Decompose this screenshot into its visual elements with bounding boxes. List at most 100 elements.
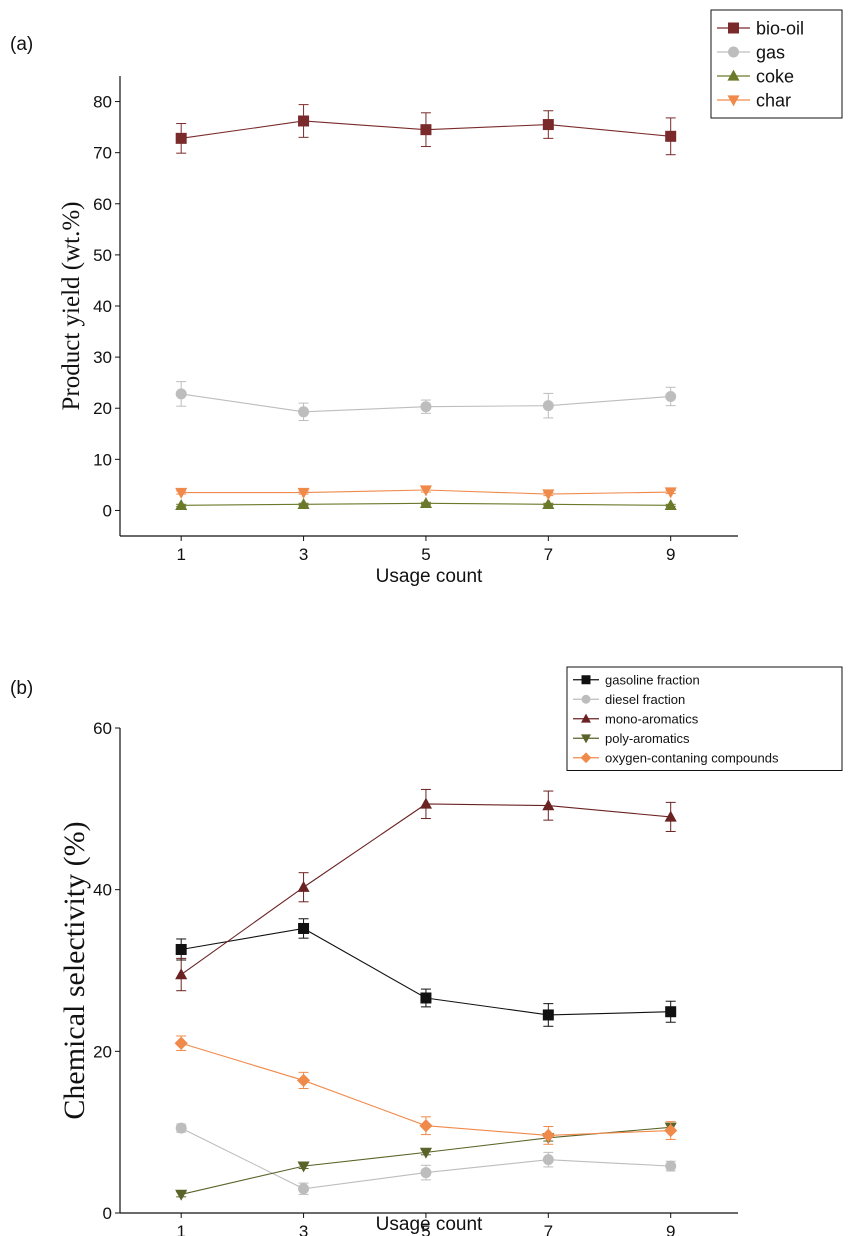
y-tick-label-b-1: 20 — [93, 1042, 112, 1061]
panel-label-a: (a) — [10, 34, 33, 55]
data-point-a-3-0 — [175, 487, 188, 499]
x-tick-label-a-2: 5 — [421, 545, 430, 564]
data-point-b-0-1 — [298, 922, 310, 934]
y-tick-label-a-6: 60 — [93, 195, 112, 214]
data-point-a-1-0 — [175, 388, 187, 400]
legend-label-b-3: poly-aromatics — [605, 731, 690, 746]
y-tick-label-a-4: 40 — [93, 297, 112, 316]
data-point-b-1-4 — [665, 1160, 677, 1172]
legend-label-a-1: gas — [756, 42, 785, 62]
x-tick-label-b-0: 1 — [176, 1222, 185, 1236]
x-tick-label-b-2: 5 — [421, 1222, 430, 1236]
series-b-4 — [174, 1035, 678, 1145]
data-point-b-0-3 — [542, 1009, 554, 1021]
data-point-b-4-1 — [296, 1073, 311, 1088]
x-tick-label-a-3: 7 — [544, 545, 553, 564]
series-a-3 — [175, 485, 677, 501]
y-tick-label-a-8: 80 — [93, 93, 112, 112]
data-point-a-3-3 — [542, 489, 555, 501]
series-a-1 — [175, 381, 677, 421]
data-point-a-2-1 — [297, 497, 310, 509]
x-tick-label-a-4: 9 — [666, 545, 675, 564]
series-a-0 — [175, 104, 677, 156]
chart-panel-a: (a) 0 10 20 30 40 50 60 70 80 1 3 5 7 9 Usage count Prod… — [10, 9, 843, 587]
data-point-b-2-2 — [419, 797, 432, 809]
legend-b: gasoline fraction diesel fraction mono-aro… — [566, 666, 843, 771]
x-tick-label-b-3: 7 — [544, 1222, 553, 1236]
data-point-b-4-2 — [419, 1119, 433, 1133]
data-point-a-2-3 — [542, 497, 555, 509]
data-point-a-2-4 — [664, 499, 677, 511]
legend-label-b-2: mono-aromatics — [605, 711, 699, 726]
data-point-a-0-4 — [665, 130, 677, 142]
y-axis-label-b: Chemical selectivity (%) — [58, 821, 91, 1119]
y-tick-label-a-1: 10 — [93, 450, 112, 469]
data-point-b-4-4 — [664, 1123, 678, 1138]
y-tick-label-b-2: 40 — [93, 881, 112, 900]
legend-a: bio-oil gas coke char — [710, 9, 843, 119]
data-point-b-4-3 — [541, 1128, 555, 1142]
legend-marker-b-4 — [580, 752, 592, 764]
legend-marker-b-0 — [581, 675, 591, 685]
data-point-b-1-1 — [298, 1183, 310, 1195]
legend-marker-a-2 — [727, 69, 740, 81]
x-tick-label-a-1: 3 — [299, 545, 308, 564]
data-point-b-0-4 — [665, 1006, 677, 1018]
y-tick-label-a-3: 30 — [93, 348, 112, 367]
legend-label-b-1: diesel fraction — [605, 692, 685, 707]
data-point-b-0-2 — [420, 992, 432, 1004]
x-tick-label-b-1: 3 — [299, 1222, 308, 1236]
y-tick-label-a-2: 20 — [93, 399, 112, 418]
x-axis-label-b: Usage count — [376, 1214, 483, 1235]
data-point-b-1-2 — [420, 1167, 432, 1179]
data-point-b-3-2 — [419, 1147, 432, 1159]
legend-marker-b-2 — [581, 713, 591, 723]
series-line-b-2 — [180, 803, 671, 975]
legend-marker-b-1 — [581, 694, 591, 704]
data-point-b-0-0 — [175, 943, 187, 955]
data-point-a-0-3 — [542, 119, 554, 131]
data-point-a-3-4 — [664, 487, 677, 499]
data-point-b-2-3 — [542, 799, 555, 811]
data-point-a-0-0 — [175, 132, 187, 144]
data-point-b-3-0 — [175, 1189, 188, 1201]
legend-marker-a-3 — [727, 95, 740, 107]
data-point-a-1-4 — [665, 390, 677, 402]
y-tick-label-a-5: 50 — [93, 246, 112, 265]
data-point-b-2-1 — [297, 880, 310, 892]
series-a-2 — [175, 496, 677, 511]
y-tick-label-b-0: 0 — [103, 1204, 112, 1223]
y-tick-label-a-7: 70 — [93, 144, 112, 163]
data-point-b-2-4 — [664, 810, 677, 822]
x-tick-label-a-0: 1 — [176, 545, 185, 564]
chart-panel-b: (b) 0 20 40 60 1 3 5 7 9 Usage count Chemical selec… — [10, 666, 843, 1236]
y-tick-label-a-0: 0 — [103, 501, 112, 520]
series-b-2 — [175, 788, 677, 992]
legend-box-b — [566, 666, 843, 771]
data-point-a-1-3 — [542, 400, 554, 412]
series-b-1 — [175, 1122, 677, 1195]
data-point-a-1-2 — [420, 401, 432, 413]
legend-label-a-2: coke — [756, 66, 794, 86]
data-point-a-0-2 — [420, 124, 432, 136]
data-point-a-3-2 — [419, 485, 432, 497]
legend-label-a-0: bio-oil — [756, 18, 804, 38]
y-axis-label-a: Product yield (wt.%) — [58, 202, 85, 411]
series-line-b-3 — [181, 1126, 671, 1195]
legend-label-b-0: gasoline fraction — [605, 672, 700, 687]
data-point-a-3-1 — [297, 487, 310, 499]
series-b-0 — [175, 918, 677, 1027]
x-tick-label-b-4: 9 — [666, 1222, 675, 1236]
data-point-b-4-0 — [174, 1036, 188, 1050]
legend-marker-b-3 — [581, 734, 591, 744]
legend-label-a-3: char — [756, 90, 791, 110]
data-point-b-3-1 — [297, 1161, 310, 1173]
x-axis-label-a: Usage count — [376, 566, 483, 587]
y-tick-label-b-3: 60 — [93, 719, 112, 738]
data-point-a-2-0 — [175, 499, 188, 511]
legend-label-b-4: oxygen-contaning compounds — [605, 750, 779, 765]
data-point-b-1-0 — [175, 1122, 187, 1134]
panel-label-b: (b) — [10, 678, 33, 699]
data-point-a-0-1 — [298, 115, 310, 127]
